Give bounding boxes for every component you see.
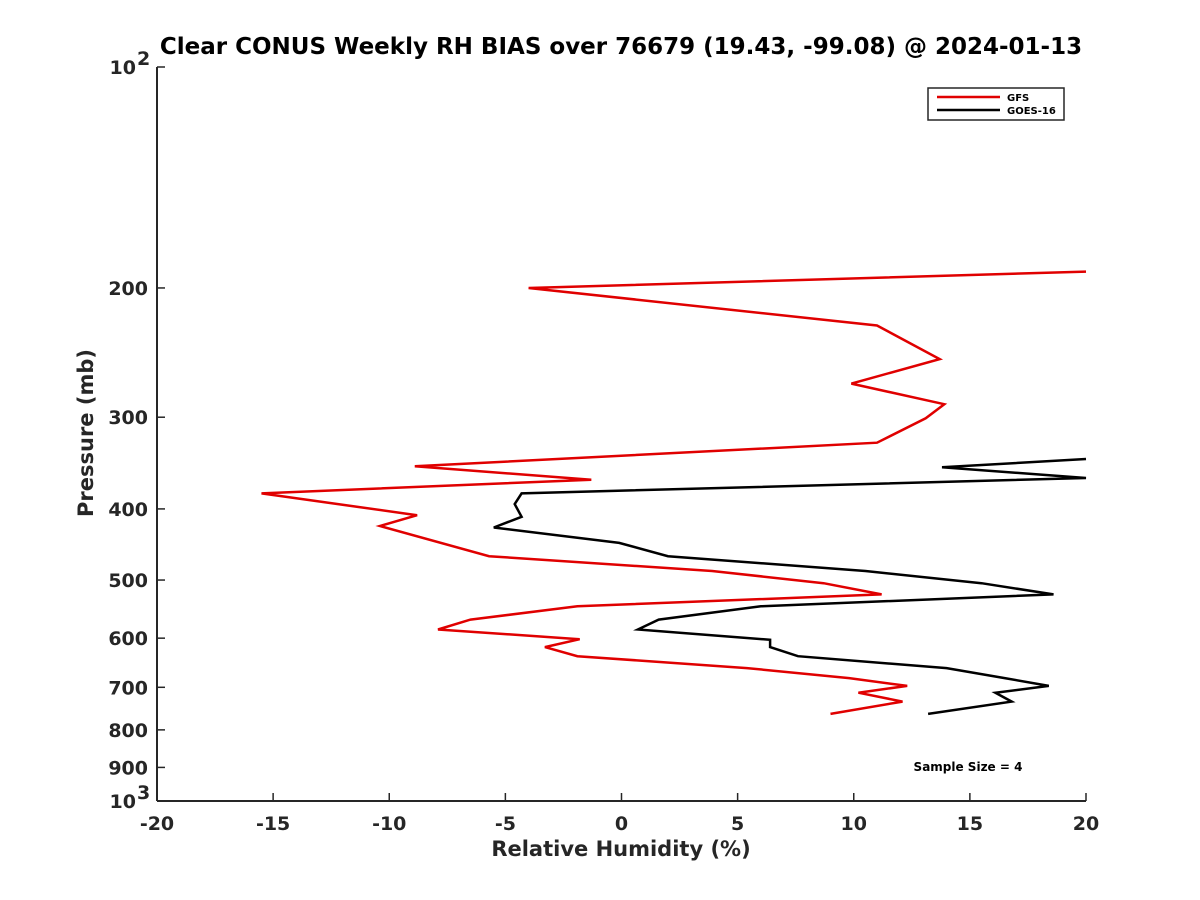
x-tick-label: 20 bbox=[1073, 813, 1099, 835]
y-tick-exponent: 3 bbox=[137, 782, 150, 804]
sample-size-annotation: Sample Size = 4 bbox=[914, 760, 1023, 774]
y-tick-label: 10 bbox=[110, 791, 136, 813]
y-tick-label: 800 bbox=[108, 720, 148, 742]
y-tick-exponent: 2 bbox=[137, 48, 150, 70]
y-tick-label: 900 bbox=[108, 757, 148, 779]
x-tick-label: -20 bbox=[140, 813, 174, 835]
legend-box bbox=[927, 87, 1065, 121]
y-tick-label: 700 bbox=[108, 677, 148, 699]
x-tick-label: -5 bbox=[495, 813, 516, 835]
y-tick-label: 300 bbox=[108, 407, 148, 429]
legend-label-gfs: GFS bbox=[1007, 93, 1029, 104]
legend: GFS GOES-16 bbox=[927, 87, 1065, 121]
series-line-goes16 bbox=[493, 457, 1087, 716]
plot-area: -20 -15 -10 -5 0 5 10 15 20 10 220030040050060070… bbox=[108, 48, 1099, 835]
x-tick-label: 10 bbox=[841, 813, 867, 835]
y-tick-label: 400 bbox=[108, 499, 148, 521]
x-tick-label: -10 bbox=[372, 813, 406, 835]
x-tick-label: 15 bbox=[957, 813, 983, 835]
y-tick-label: 200 bbox=[108, 278, 148, 300]
x-ticks: -20 -15 -10 -5 0 5 10 15 20 bbox=[140, 793, 1099, 835]
chart-title: Clear CONUS Weekly RH BIAS over 76679 (1… bbox=[160, 34, 1082, 60]
x-axis-label: Relative Humidity (%) bbox=[491, 837, 750, 861]
y-tick-label: 600 bbox=[108, 628, 148, 650]
y-axis-label: Pressure (mb) bbox=[74, 349, 98, 517]
x-tick-label: -15 bbox=[256, 813, 290, 835]
x-tick-label: 0 bbox=[615, 813, 628, 835]
series-layer bbox=[261, 270, 1087, 716]
y-tick-label: 500 bbox=[108, 570, 148, 592]
legend-label-goes16: GOES-16 bbox=[1007, 106, 1056, 117]
x-tick-label: 5 bbox=[731, 813, 744, 835]
series-line-gfs bbox=[261, 270, 1087, 716]
y-tick-label: 10 bbox=[110, 57, 136, 79]
